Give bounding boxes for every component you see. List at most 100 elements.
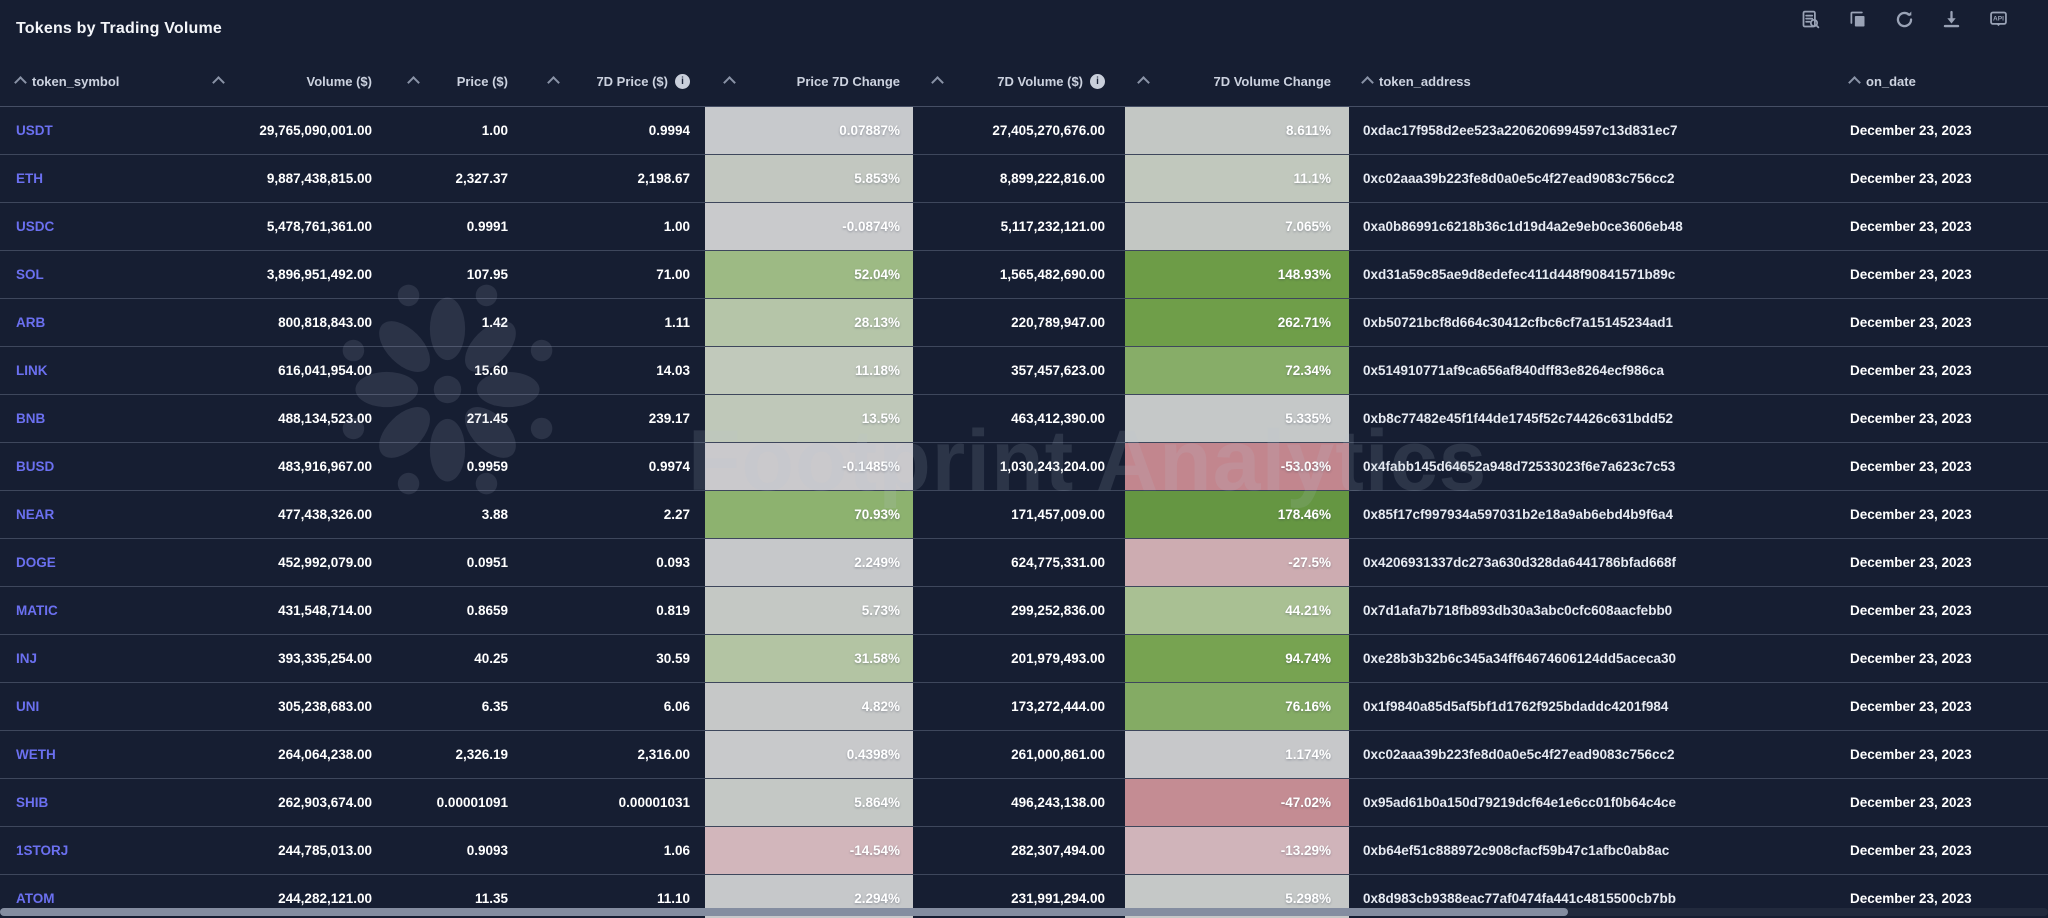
sort-caret-icon <box>1848 76 1861 89</box>
col-label: token_address <box>1379 73 1471 89</box>
date-cell: December 23, 2023 <box>1836 154 2048 203</box>
volume-change-cell: -47.02% <box>1125 778 1349 827</box>
col-header-volume7d[interactable]: 7D Volume ($) i <box>913 56 1125 107</box>
address-cell: 0xc02aaa39b223fe8d0a0e5c4f27ead9083c756c… <box>1349 730 1836 779</box>
table-row: LINK 616,041,954.00 15.60 14.03 11.18% 357,45… <box>0 346 2048 395</box>
col-header-price[interactable]: Price ($) <box>385 56 521 107</box>
col-label: token_symbol <box>32 73 120 89</box>
table-row: ETH 9,887,438,815.00 2,327.37 2,198.67 5.853… <box>0 154 2048 203</box>
volume-cell: 264,064,238.00 <box>200 730 385 779</box>
copy-icon <box>1850 11 1864 26</box>
token-symbol-link[interactable]: DOGE <box>16 555 56 570</box>
api-button[interactable]: API <box>1986 7 2010 31</box>
token-symbol-link[interactable]: ARB <box>16 315 46 330</box>
address-cell: 0x95ad61b0a150d79219dcf64e1e6cc01f0b64c4… <box>1349 778 1836 827</box>
info-icon[interactable]: i <box>675 73 690 89</box>
col-header-volume_change[interactable]: 7D Volume Change <box>1125 56 1349 107</box>
volume-change-cell: 76.16% <box>1125 682 1349 731</box>
top-bar: Tokens by Trading Volume <box>0 0 2048 56</box>
price7d-cell: 2,198.67 <box>521 154 705 203</box>
toolbar: API <box>1798 7 2010 31</box>
col-header-volume[interactable]: Volume ($) <box>200 56 385 107</box>
volume-cell: 5,478,761,361.00 <box>200 202 385 251</box>
price-change-cell: 28.13% <box>705 298 913 347</box>
horizontal-scrollbar-thumb[interactable] <box>0 908 1568 916</box>
price-cell: 0.00001091 <box>385 778 521 827</box>
token-symbol-link[interactable]: LINK <box>16 363 48 378</box>
col-header-price_change[interactable]: Price 7D Change <box>705 56 913 107</box>
price-cell: 1.00 <box>385 106 521 155</box>
volume-cell: 3,896,951,492.00 <box>200 250 385 299</box>
price-cell: 2,327.37 <box>385 154 521 203</box>
token-symbol-link[interactable]: SOL <box>16 267 44 282</box>
sort-caret-icon <box>1137 76 1150 89</box>
table-row: BUSD 483,916,967.00 0.9959 0.9974 -0.1485% 1,… <box>0 442 2048 491</box>
col-label: Volume ($) <box>306 73 373 89</box>
date-cell: December 23, 2023 <box>1836 730 2048 779</box>
volume7d-cell: 624,775,331.00 <box>913 538 1125 587</box>
date-cell: December 23, 2023 <box>1836 202 2048 251</box>
token-symbol-link[interactable]: MATIC <box>16 603 58 618</box>
symbol-cell: BUSD <box>0 442 200 491</box>
table-row: NEAR 477,438,326.00 3.88 2.27 70.93% 171,457,… <box>0 490 2048 539</box>
refresh-button[interactable] <box>1892 7 1916 31</box>
price-change-cell: 70.93% <box>705 490 913 539</box>
price-cell: 0.8659 <box>385 586 521 635</box>
api-icon: API <box>1989 11 2007 26</box>
volume7d-cell: 463,412,390.00 <box>913 394 1125 443</box>
token-symbol-link[interactable]: USDC <box>16 219 55 234</box>
token-symbol-link[interactable]: UNI <box>16 699 40 714</box>
volume-cell: 393,335,254.00 <box>200 634 385 683</box>
volume-change-cell: 262.71% <box>1125 298 1349 347</box>
token-symbol-link[interactable]: SHIB <box>16 795 49 810</box>
col-header-symbol[interactable]: token_symbol <box>0 56 200 107</box>
address-cell: 0x4206931337dc273a630d328da6441786bfad66… <box>1349 538 1836 587</box>
copy-button[interactable] <box>1845 7 1869 31</box>
address-cell: 0xd31a59c85ae9d8edefec411d448f90841571b8… <box>1349 250 1836 299</box>
price-change-cell: 13.5% <box>705 394 913 443</box>
price7d-cell: 1.06 <box>521 826 705 875</box>
price-cell: 40.25 <box>385 634 521 683</box>
token-symbol-link[interactable]: 1STORJ <box>16 843 69 858</box>
col-header-address[interactable]: token_address <box>1349 56 1836 107</box>
volume-cell: 483,916,967.00 <box>200 442 385 491</box>
price-change-cell: 0.07887% <box>705 106 913 155</box>
token-symbol-link[interactable]: ETH <box>16 171 43 186</box>
sort-caret-icon <box>723 76 736 89</box>
date-cell: December 23, 2023 <box>1836 394 2048 443</box>
header-row: token_symbol Volume ($) Price ($) 7D Price … <box>0 56 2048 107</box>
price-change-cell: 31.58% <box>705 634 913 683</box>
price7d-cell: 1.11 <box>521 298 705 347</box>
symbol-cell: SOL <box>0 250 200 299</box>
table-row: UNI 305,238,683.00 6.35 6.06 4.82% 173,272,44… <box>0 682 2048 731</box>
symbol-cell: BNB <box>0 394 200 443</box>
price7d-cell: 0.819 <box>521 586 705 635</box>
token-symbol-link[interactable]: NEAR <box>16 507 55 522</box>
token-symbol-link[interactable]: WETH <box>16 747 56 762</box>
col-label: 7D Price ($) <box>596 73 668 89</box>
token-symbol-link[interactable]: BUSD <box>16 459 55 474</box>
col-header-price7d[interactable]: 7D Price ($) i <box>521 56 705 107</box>
view-data-button[interactable] <box>1798 7 1822 31</box>
volume-change-cell: 72.34% <box>1125 346 1349 395</box>
token-symbol-link[interactable]: BNB <box>16 411 46 426</box>
address-cell: 0xc02aaa39b223fe8d0a0e5c4f27ead9083c756c… <box>1349 154 1836 203</box>
price-change-cell: 0.4398% <box>705 730 913 779</box>
token-symbol-link[interactable]: INJ <box>16 651 38 666</box>
download-icon <box>1943 10 1959 27</box>
price7d-cell: 1.00 <box>521 202 705 251</box>
price-change-cell: -0.1485% <box>705 442 913 491</box>
token-symbol-link[interactable]: ATOM <box>16 891 55 906</box>
info-icon[interactable]: i <box>1090 73 1105 89</box>
col-header-date[interactable]: on_date <box>1836 56 2048 107</box>
page-title: Tokens by Trading Volume <box>16 20 223 37</box>
download-button[interactable] <box>1939 7 1963 31</box>
symbol-cell: LINK <box>0 346 200 395</box>
price-cell: 2,326.19 <box>385 730 521 779</box>
volume-cell: 477,438,326.00 <box>200 490 385 539</box>
price7d-cell: 0.9994 <box>521 106 705 155</box>
table-row: SHIB 262,903,674.00 0.00001091 0.00001031 5.… <box>0 778 2048 827</box>
horizontal-scrollbar[interactable] <box>0 908 2048 916</box>
volume7d-cell: 1,565,482,690.00 <box>913 250 1125 299</box>
token-symbol-link[interactable]: USDT <box>16 123 53 138</box>
